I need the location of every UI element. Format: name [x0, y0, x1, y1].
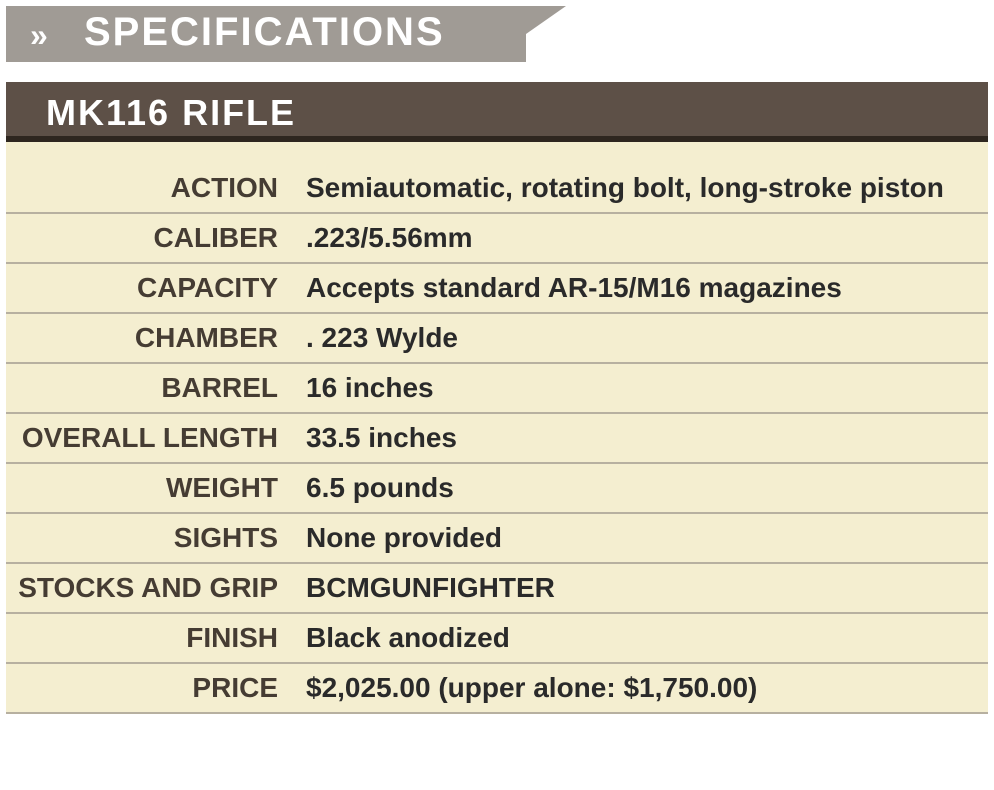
spec-row: OVERALL LENGTH33.5 inches: [6, 413, 988, 463]
spec-value: 16 inches: [306, 363, 988, 413]
spec-row: WEIGHT6.5 pounds: [6, 463, 988, 513]
spec-row: BARREL16 inches: [6, 363, 988, 413]
product-title-bar: MK116 RIFLE: [6, 82, 988, 142]
spec-label: CHAMBER: [6, 313, 306, 363]
specs-table: ACTIONSemiautomatic, rotating bolt, long…: [6, 142, 988, 714]
spec-row: CALIBER.223/5.56mm: [6, 213, 988, 263]
spec-value: 33.5 inches: [306, 413, 988, 463]
spec-label: PRICE: [6, 663, 306, 713]
spec-label: ACTION: [6, 142, 306, 213]
spec-label: WEIGHT: [6, 463, 306, 513]
spec-label: SIGHTS: [6, 513, 306, 563]
spec-row: STOCKS AND GRIPBCMGUNFIGHTER: [6, 563, 988, 613]
spec-value: $2,025.00 (upper alone: $1,750.00): [306, 663, 988, 713]
spec-card: » SPECIFICATIONS MK116 RIFLE ACTIONSemia…: [0, 0, 994, 720]
spec-value: BCMGUNFIGHTER: [306, 563, 988, 613]
specs-tbody: ACTIONSemiautomatic, rotating bolt, long…: [6, 142, 988, 713]
section-header: » SPECIFICATIONS: [6, 6, 988, 62]
product-name: MK116 RIFLE: [46, 92, 296, 133]
spec-value: . 223 Wylde: [306, 313, 988, 363]
spec-row: FINISHBlack anodized: [6, 613, 988, 663]
spec-value: Semiautomatic, rotating bolt, long-strok…: [306, 142, 988, 213]
spec-row: CHAMBER. 223 Wylde: [6, 313, 988, 363]
spec-label: BARREL: [6, 363, 306, 413]
spec-value: None provided: [306, 513, 988, 563]
spec-label: CALIBER: [6, 213, 306, 263]
chevron-icon: »: [30, 17, 42, 54]
spec-label: OVERALL LENGTH: [6, 413, 306, 463]
spec-value: Accepts standard AR-15/M16 magazines: [306, 263, 988, 313]
spec-value: 6.5 pounds: [306, 463, 988, 513]
spec-row: SIGHTSNone provided: [6, 513, 988, 563]
spec-label: STOCKS AND GRIP: [6, 563, 306, 613]
spec-value: .223/5.56mm: [306, 213, 988, 263]
spec-label: FINISH: [6, 613, 306, 663]
spec-row: ACTIONSemiautomatic, rotating bolt, long…: [6, 142, 988, 213]
spec-row: PRICE$2,025.00 (upper alone: $1,750.00): [6, 663, 988, 713]
spec-row: CAPACITYAccepts standard AR-15/M16 magaz…: [6, 263, 988, 313]
section-title: SPECIFICATIONS: [84, 10, 445, 55]
spec-label: CAPACITY: [6, 263, 306, 313]
spec-value: Black anodized: [306, 613, 988, 663]
